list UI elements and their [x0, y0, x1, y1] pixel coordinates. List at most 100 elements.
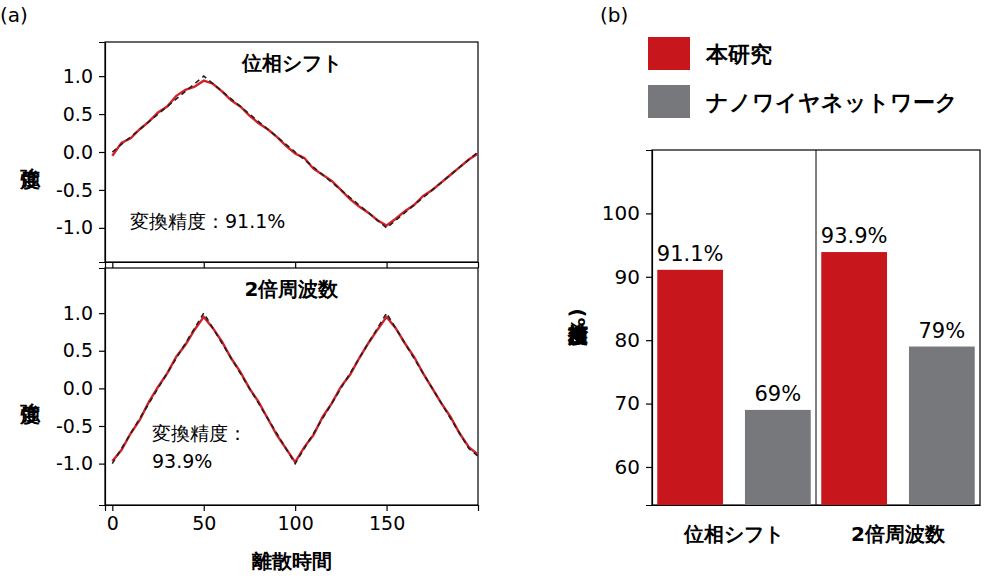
- tick-label: 150: [369, 512, 405, 534]
- axis-title: 強度: [18, 403, 40, 425]
- output-line: [112, 317, 478, 462]
- bar: [745, 410, 811, 505]
- tick-mark: [295, 505, 296, 511]
- tick-mark: [646, 403, 652, 404]
- tick-mark: [386, 505, 387, 511]
- tick-label: 0.0: [63, 377, 93, 399]
- tick: 1.0: [63, 65, 105, 87]
- y-axis: 60 70 80 90 100: [602, 151, 653, 506]
- axis-line: [106, 263, 479, 269]
- x-axis: 0 50 100 150: [106, 505, 479, 534]
- legend-swatch: [648, 37, 690, 70]
- tick: 0.0: [63, 377, 105, 399]
- tick-mark: [99, 228, 105, 229]
- axis-line: [646, 151, 653, 506]
- tick-mark: [99, 313, 105, 314]
- tick-label: -0.5: [56, 179, 93, 201]
- tick-mark: [99, 464, 105, 465]
- tick: 90: [615, 265, 652, 289]
- tick-mark: [99, 351, 105, 352]
- plot-area: [112, 313, 478, 463]
- data-label: 69%: [755, 382, 802, 406]
- tick-mark: [112, 262, 113, 268]
- tick-mark: [99, 114, 105, 115]
- tick: 80: [615, 328, 652, 352]
- group-separator: [816, 150, 817, 505]
- tick: 位相シフト: [683, 505, 784, 546]
- tick-label: 1.0: [63, 65, 93, 87]
- tick: [204, 262, 205, 268]
- axis-line: [99, 269, 106, 506]
- output-line: [112, 81, 478, 226]
- data-label: 79%: [919, 319, 966, 343]
- tick: 70: [615, 391, 652, 415]
- tick: [112, 262, 113, 268]
- x-axis: 位相シフト 2倍周波数: [653, 505, 981, 546]
- tick-mark: [204, 505, 205, 511]
- bar: [909, 347, 975, 505]
- tick: 0.0: [63, 141, 105, 163]
- axis-title: 強度: [18, 168, 40, 190]
- plot-area: [112, 76, 478, 228]
- target-line: [112, 76, 478, 228]
- tick: 50: [192, 505, 216, 534]
- tick-mark: [99, 76, 105, 77]
- axis-line: [99, 43, 106, 263]
- axis-line: [653, 505, 981, 506]
- data-label: 91.1%: [657, 242, 724, 266]
- tick-mark: [646, 467, 652, 468]
- tick-label: 0.5: [63, 103, 93, 125]
- tick-mark: [646, 340, 652, 341]
- data-label: 93.9%: [821, 224, 888, 248]
- plot-frame: [652, 150, 980, 505]
- tick-label: 0.5: [63, 339, 93, 361]
- tick: 60: [615, 455, 652, 479]
- y-axis: 1.0 0.5 0.0 -0.5 -1.0: [56, 43, 106, 263]
- tick-label: 100: [278, 512, 314, 534]
- tick-label: 70: [615, 391, 640, 415]
- tick-label: 0: [107, 512, 119, 534]
- tick-mark: [646, 213, 652, 214]
- plot-frame: [105, 42, 478, 262]
- tick-label: 100: [602, 201, 640, 225]
- category-label: 位相シフト: [683, 522, 784, 546]
- chart-title: 2倍周波数: [245, 277, 340, 301]
- tick: 0.5: [63, 103, 105, 125]
- tick: 100: [278, 505, 314, 534]
- tick-mark: [112, 505, 113, 511]
- axis-line: [106, 506, 479, 512]
- tick: -1.0: [56, 452, 105, 474]
- axis-title: 変換精度(%): [566, 308, 590, 346]
- legend-label: 本研究: [705, 42, 772, 67]
- panel-label: (b): [600, 3, 628, 27]
- annotation: 変換精度：93.9%: [152, 422, 247, 472]
- tick: 1.0: [63, 302, 105, 324]
- panel-label: (a): [0, 3, 28, 27]
- tick-mark: [99, 190, 105, 191]
- bar: [657, 270, 723, 505]
- tick-label: 60: [615, 455, 640, 479]
- tick-mark: [386, 262, 387, 268]
- tick-mark: [99, 152, 105, 153]
- plot-area: [657, 252, 974, 505]
- tick: -1.0: [56, 216, 105, 238]
- tick-label: 1.0: [63, 302, 93, 324]
- tick: 100: [602, 201, 652, 225]
- tick-label: -0.5: [56, 415, 93, 437]
- tick: [387, 262, 388, 268]
- tick: 2倍周波数: [851, 505, 946, 546]
- chart-title: 位相シフト: [241, 51, 342, 75]
- tick-label: -1.0: [56, 452, 93, 474]
- tick-mark: [204, 262, 205, 268]
- tick-mark: [646, 277, 652, 278]
- tick: -0.5: [56, 179, 105, 201]
- category-label: 2倍周波数: [851, 522, 946, 546]
- plot-frame: [105, 268, 478, 505]
- tick-label: 80: [615, 328, 640, 352]
- tick: 0.5: [63, 339, 105, 361]
- target-line: [112, 313, 478, 463]
- x-axis: [106, 262, 479, 268]
- tick-mark: [99, 426, 105, 427]
- tick-label: 50: [192, 512, 216, 534]
- tick: 0: [107, 505, 119, 534]
